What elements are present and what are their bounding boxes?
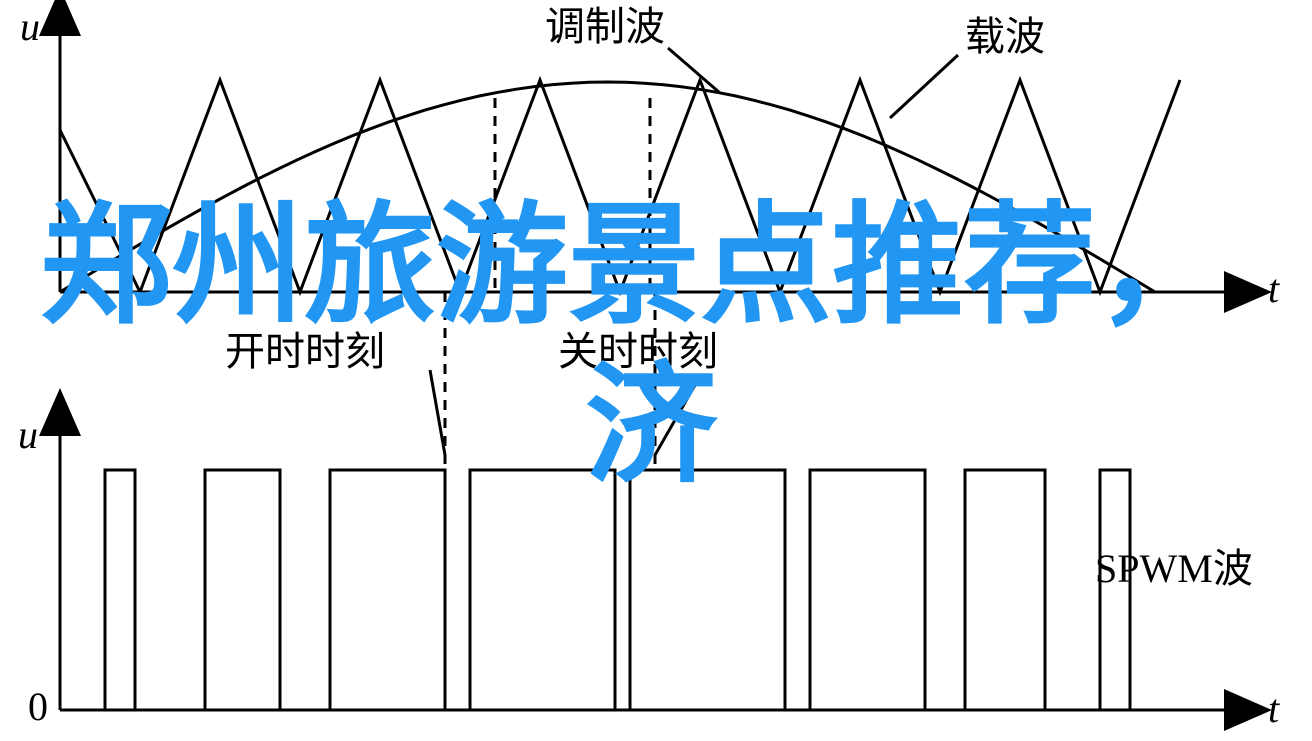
upper-t-label: t (1268, 266, 1280, 311)
spwm-pulses (60, 470, 1175, 710)
lower-t-label: t (1268, 686, 1280, 731)
lower-zero-label: 0 (28, 684, 48, 729)
modulation-label: 调制波 (545, 4, 665, 49)
leader-on-time (430, 370, 445, 455)
lower-u-label: u (18, 412, 38, 457)
overlay-line-2: 济 (585, 360, 717, 492)
carrier-label: 载波 (965, 14, 1045, 59)
upper-u-label: u (20, 4, 40, 49)
spwm-label: SPWM波 (1095, 546, 1253, 591)
leader-carrier (890, 55, 958, 118)
overlay-line-1: 郑州旅游景点推荐， (40, 200, 1228, 332)
